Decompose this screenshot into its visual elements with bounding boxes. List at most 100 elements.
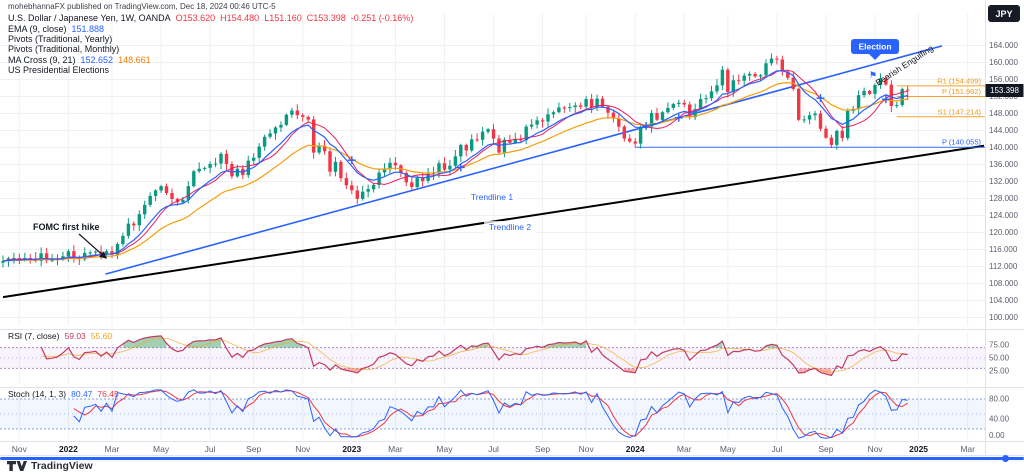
- svg-text:2022: 2022: [59, 444, 78, 454]
- trendline1-label[interactable]: [466, 191, 518, 203]
- svg-text:Mar: Mar: [388, 444, 403, 454]
- svg-text:Nov: Nov: [12, 444, 28, 454]
- svg-text:40.00: 40.00: [989, 415, 1010, 424]
- svg-text:Mar: Mar: [677, 444, 692, 454]
- trendline2-label[interactable]: [484, 221, 536, 233]
- rsi-value-2: 55.60: [90, 331, 113, 341]
- svg-text:136.000: 136.000: [989, 160, 1018, 169]
- svg-text:Nov: Nov: [579, 444, 595, 454]
- tradingview-attribution[interactable]: TradingView: [7, 460, 93, 472]
- high-value: H154.480: [220, 13, 260, 24]
- svg-text:100.000: 100.000: [989, 313, 1018, 322]
- svg-text:2025: 2025: [909, 444, 928, 454]
- svg-text:Election: Election: [858, 42, 891, 52]
- svg-text:Mar: Mar: [105, 444, 120, 454]
- rsi-label: RSI (7, close): [8, 331, 60, 341]
- svg-text:144.000: 144.000: [989, 126, 1018, 135]
- svg-text:140.000: 140.000: [989, 143, 1018, 152]
- fomc-annotation[interactable]: FOMC first hike: [33, 222, 100, 232]
- svg-text:128.000: 128.000: [989, 194, 1018, 203]
- svg-text:132.000: 132.000: [989, 177, 1018, 186]
- ma-cross-markers: [347, 94, 890, 172]
- ema-value: 151.888: [71, 23, 105, 34]
- rsi-legend-row[interactable]: RSI (7, close) 59.03 55.60: [8, 331, 112, 341]
- close-value: C153.398: [306, 13, 346, 24]
- pivot-label: P (151.982): [942, 87, 982, 96]
- ma-cross-label: MA Cross (9, 21): [8, 54, 76, 65]
- svg-text:Sep: Sep: [818, 444, 833, 454]
- svg-text:108.000: 108.000: [989, 279, 1018, 288]
- svg-text:May: May: [436, 444, 453, 454]
- svg-text:May: May: [720, 444, 737, 454]
- fomc-arrow: [78, 233, 107, 259]
- svg-text:50.00: 50.00: [989, 354, 1010, 363]
- time-axis[interactable]: Nov 2022 Mar May Jul Sep Nov 2023 Mar May Jul Sep No…: [12, 444, 975, 454]
- elections-legend-row[interactable]: US Presidential Elections: [8, 65, 413, 75]
- low-value: L151.160: [264, 13, 302, 24]
- pivots-yearly-label: Pivots (Traditional, Yearly): [8, 33, 113, 44]
- pivots-yearly-legend-row[interactable]: Pivots (Traditional, Yearly): [8, 34, 413, 44]
- svg-text:160.000: 160.000: [989, 58, 1018, 67]
- pivots-monthly-label: Pivots (Traditional, Monthly): [8, 44, 120, 55]
- chart-scrollbar-handle[interactable]: [1002, 455, 1009, 462]
- last-price-value: 153.398: [990, 86, 1019, 95]
- pane-separators: [0, 0, 1024, 456]
- election-flag-icon: ⚑: [869, 70, 877, 80]
- open-value: O153.620: [175, 13, 216, 24]
- price-axis[interactable]: 164.000160.000156.000152.000148.000144.0…: [989, 41, 1018, 440]
- trendline[interactable]: [105, 45, 943, 275]
- svg-text:148.000: 148.000: [989, 109, 1018, 118]
- svg-text:0.00: 0.00: [989, 431, 1005, 440]
- pivot-label: P (140.055): [942, 138, 982, 147]
- legend-panel: U.S. Dollar / Japanese Yen, 1W, OANDA O1…: [8, 13, 413, 75]
- svg-text:Sep: Sep: [246, 444, 261, 454]
- svg-text:Nov: Nov: [295, 444, 311, 454]
- last-price-badge: [985, 84, 1024, 97]
- stoch-label: Stoch (14, 1, 3): [8, 389, 67, 399]
- pivot-label: S1 (147.214): [938, 107, 982, 116]
- currency-axis-button[interactable]: JPY: [988, 5, 1020, 22]
- tradingview-logo-text: TradingView: [31, 460, 93, 472]
- tradingview-logo-icon: [7, 461, 27, 471]
- stoch-legend-row[interactable]: Stoch (14, 1, 3) 80.47 76.45: [8, 389, 119, 399]
- publish-header: mohebhannaFX published on TradingView.co…: [8, 2, 276, 11]
- pivots-monthly-legend-row[interactable]: Pivots (Traditional, Monthly): [8, 44, 413, 54]
- svg-text:May: May: [153, 444, 170, 454]
- svg-text:104.000: 104.000: [989, 296, 1018, 305]
- svg-text:Trendline 2: Trendline 2: [489, 222, 531, 232]
- svg-text:Jul: Jul: [488, 444, 499, 454]
- svg-text:2023: 2023: [342, 444, 361, 454]
- stoch-d-value: 76.45: [97, 389, 119, 399]
- rsi-value-1: 59.03: [64, 331, 86, 341]
- symbol-title[interactable]: U.S. Dollar / Japanese Yen, 1W, OANDA: [8, 13, 171, 24]
- ma-cross-legend-row[interactable]: MA Cross (9, 21) 152.652 148.661: [8, 55, 413, 65]
- svg-text:Jul: Jul: [771, 444, 782, 454]
- pivot-label: R1 (154.499): [937, 76, 981, 85]
- svg-text:25.00: 25.00: [989, 367, 1010, 376]
- svg-text:2024: 2024: [626, 444, 645, 454]
- elections-label: US Presidential Elections: [8, 65, 110, 76]
- grid-layer: [0, 14, 985, 439]
- svg-text:Mar: Mar: [960, 444, 975, 454]
- svg-text:124.000: 124.000: [989, 211, 1018, 220]
- svg-text:75.00: 75.00: [989, 341, 1010, 350]
- svg-text:80.00: 80.00: [989, 395, 1010, 404]
- ma-cross-value-fast: 152.652: [80, 54, 114, 65]
- svg-text:116.000: 116.000: [989, 245, 1018, 254]
- svg-text:164.000: 164.000: [989, 41, 1018, 50]
- election-label[interactable]: [851, 39, 899, 54]
- symbol-legend-row[interactable]: U.S. Dollar / Japanese Yen, 1W, OANDA O1…: [8, 13, 413, 23]
- svg-text:Sep: Sep: [535, 444, 550, 454]
- change-value: -0.251 (-0.16%): [350, 13, 414, 24]
- ema-legend-row[interactable]: EMA (9, close) 151.888: [8, 23, 413, 34]
- svg-text:156.000: 156.000: [989, 75, 1018, 84]
- ma-cross-value-slow: 148.661: [118, 54, 151, 65]
- svg-text:Jul: Jul: [205, 444, 216, 454]
- ema-label: EMA (9, close): [8, 23, 67, 34]
- stoch-k-value: 80.47: [71, 389, 93, 399]
- chart-scrollbar[interactable]: [0, 457, 1024, 460]
- svg-text:112.000: 112.000: [989, 262, 1018, 271]
- svg-text:Nov: Nov: [867, 444, 883, 454]
